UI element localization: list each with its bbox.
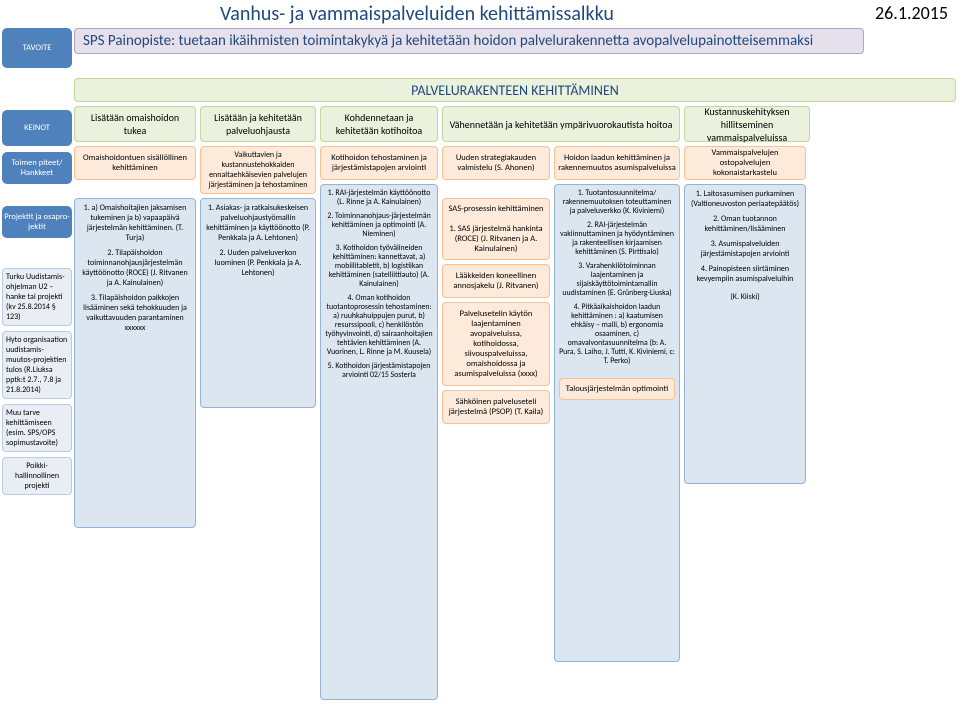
c1-2: 2. Tilapäishoidon toiminnanohjausjärjest… <box>79 248 191 288</box>
c5-1: 1. Tuotantosuunnitelma/ rakennemuutoksen… <box>559 189 675 216</box>
b6: Vammaispalvelujen ostopalvelujen kokonai… <box>684 146 806 180</box>
c4-3: Palvelusetelin käytön laajentaminen avop… <box>442 302 550 386</box>
c4-1: 1. SAS järjestelmä hankinta (ROCE) (J. R… <box>449 224 542 254</box>
side-box-3: Muu tarve kehittämiseen (esim. SPS/OPS s… <box>2 404 72 452</box>
side-box-2: Hyto organisaation uudistamis-muutos-pro… <box>2 331 72 399</box>
page-title: Vanhus- ja vammaispalveluiden kehittämis… <box>220 2 614 26</box>
side-tag-keinot: KEINOT <box>2 110 72 146</box>
detail-columns: 1. a) Omaishoitajien jaksamisen tukemine… <box>74 184 806 700</box>
c3-5: 5. Kotihoidon järjestämistapojen arvioin… <box>325 362 433 380</box>
c6-3: 3. Asumispalveluiden järjestämistapojen … <box>689 239 801 259</box>
c3-3: 3. Kotihoidon työvälineiden kehittäminen… <box>325 244 433 289</box>
b4: Uuden strategiakauden valmistelu (S. Aho… <box>442 146 550 180</box>
c5-4: 4. Pitkäaikaishoidon laadun kehittäminen… <box>559 303 675 366</box>
c4-2: Lääkkeiden koneellinen annosjakelu (J. R… <box>442 264 550 298</box>
a2: Lisätään ja kehitetään palveluohjausta <box>200 106 316 142</box>
col-1: 1. a) Omaishoitajien jaksamisen tukemine… <box>74 198 196 528</box>
c4-0t: SAS-prosessin kehittäminen <box>448 204 543 214</box>
c6-4: 4. Painopisteen siirtäminen kevyempiin a… <box>689 264 801 284</box>
col-3: 1. RAI-järjestelmän käyttöönotto (L. Rin… <box>320 184 438 700</box>
c5-2: 2. RAI-järjestelmän vakiinnuttaminen ja … <box>559 221 675 257</box>
sidebar: TAVOITE KEINOT Toimen piteet/ Hankkeet P… <box>2 28 72 500</box>
c6-1: 1. Laitosasumisen purkaminen (Valtioneuv… <box>689 189 801 209</box>
b3: Kotihoidon tehostaminen ja järjestämista… <box>320 146 438 180</box>
page-date: 26.1.2015 <box>875 2 948 24</box>
a5: Kustannuskehityksen hillitseminen vammai… <box>684 106 810 142</box>
page-root: Vanhus- ja vammaispalveluiden kehittämis… <box>0 0 960 705</box>
row-level-a: Lisätään omaishoidon tukea Lisätään ja k… <box>74 106 810 142</box>
a1: Lisätään omaishoidon tukea <box>74 106 196 142</box>
col-4-wrap: SAS-prosessin kehittäminen 1. SAS järjes… <box>442 198 550 698</box>
c3-4: 4. Oman kotihoidon tuotantoprosessin teh… <box>325 294 433 357</box>
c2-2: 2. Uuden palveluverkon luominen (P. Penk… <box>205 248 311 278</box>
col-2: 1. Asiakas- ja ratkaisukeskeisen palvelu… <box>200 198 316 408</box>
a3: Kohdennetaan ja kehitetään kotihoitoa <box>320 106 438 142</box>
side-tag-projektit: Projektit ja osapro-jektit <box>2 206 72 238</box>
c6-5: (K. Kiiski) <box>689 292 801 302</box>
c4-4: Sähköinen palveluseteli järjestelmä (PSO… <box>442 390 550 424</box>
c3-2: 2. Toiminnanohjaus-järjestelmän kehittäm… <box>325 212 433 239</box>
main-bar: PALVELURAKENTEEN KEHITTÄMINEN <box>74 78 956 102</box>
col-5: 1. Tuotantosuunnitelma/ rakennemuutoksen… <box>554 184 680 662</box>
side-tag-tavoite: TAVOITE <box>2 28 72 68</box>
c4-0: SAS-prosessin kehittäminen 1. SAS järjes… <box>442 198 550 260</box>
b5: Hoidon laadun kehittäminen ja rakennemuu… <box>554 146 680 180</box>
c3-1: 1. RAI-järjestelmän käyttöönotto (L. Rin… <box>325 189 433 207</box>
subtitle-box: SPS Painopiste: tuetaan ikäihmisten toim… <box>74 28 864 54</box>
c2-1: 1. Asiakas- ja ratkaisukeskeisen palvelu… <box>205 203 311 243</box>
c5-5: Talousjärjestelmän optimointi <box>559 378 675 400</box>
side-box-1: Turku Uudistamis-ohjelman U2 –hanke tai … <box>2 268 72 326</box>
side-tag-toimen: Toimen piteet/ Hankkeet <box>2 152 72 184</box>
b1: Omaishoidontuen sisällöllinen kehittämin… <box>74 146 196 180</box>
side-box-4: Poikki-hallinnollinen projekti <box>2 457 72 495</box>
c1-1: 1. a) Omaishoitajien jaksamisen tukemine… <box>79 203 191 243</box>
c6-2: 2. Oman tuotannon kehittäminen/lisäämine… <box>689 214 801 234</box>
c5-3: 3. Varahenkilötoiminnan laajentaminen ja… <box>559 262 675 298</box>
a4: Vähennetään ja kehitetään ympärivuorokau… <box>442 106 680 142</box>
col-6: 1. Laitosasumisen purkaminen (Valtioneuv… <box>684 184 806 484</box>
c1-3: 3. Tilapäishoidon paikkojen lisääminen s… <box>79 293 191 333</box>
